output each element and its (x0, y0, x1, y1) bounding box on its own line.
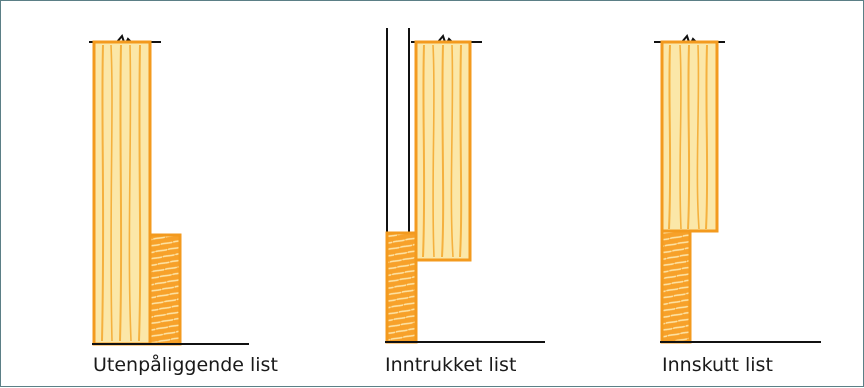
panel-innskutt (654, 33, 821, 344)
batten-list (385, 231, 418, 344)
batten-list (660, 229, 692, 344)
wood-board (660, 40, 719, 233)
caption-inntrukket-list: Inntrukket list (385, 354, 517, 376)
wood-board (92, 40, 152, 346)
wood-board (414, 40, 472, 262)
panel-utenpaliggende (89, 33, 249, 346)
batten-list (148, 233, 182, 346)
panel-inntrukket (385, 28, 545, 344)
caption-utenpaliggende-list: Utenpåliggende list (93, 354, 278, 376)
caption-innskutt-list: Innskutt list (662, 354, 773, 376)
